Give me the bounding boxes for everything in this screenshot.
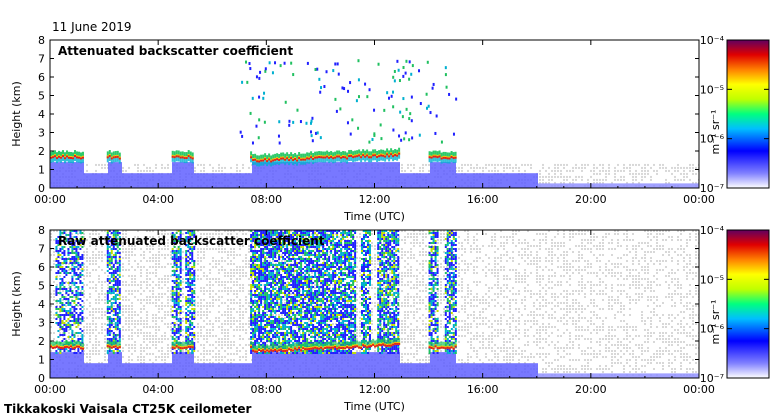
y-tick-label: 1: [38, 354, 45, 367]
attenuated-backscatter-panel: 0 1 2 3 4 5 6 7 8 00:00 04:00 08:00 12:00 16:00 20:00 0…: [10, 34, 770, 223]
x-axis-label: Time (UTC): [343, 400, 405, 413]
site-label: Tikkakoski Vaisala CT25K ceilometer: [4, 402, 252, 416]
panel-title: Attenuated backscatter coefficient: [58, 44, 293, 58]
y-tick-label: 4: [38, 298, 45, 311]
x-tick-label: 08:00: [250, 383, 282, 396]
y-tick-label: 4: [38, 108, 45, 121]
colorbar-label: m⁻¹ sr⁻¹: [709, 300, 722, 345]
heatmap-area: [50, 40, 699, 188]
raw-backscatter-panel: 0 1 2 3 4 5 6 7 8 00:00 04:00 08:00 12:00 16:00 20:00 0…: [10, 224, 770, 413]
panel-title: Raw attenuated backscatter coefficient: [58, 234, 325, 248]
y-tick-label: 8: [38, 34, 45, 47]
x-tick-label: 00:00: [683, 193, 715, 206]
x-tick-label: 08:00: [250, 193, 282, 206]
x-tick-label: 12:00: [359, 383, 391, 396]
y-tick-label: 8: [38, 224, 45, 237]
colorbar-tick-label: 10⁻⁵: [700, 273, 724, 286]
x-tick-label: 20:00: [575, 193, 607, 206]
x-tick-label: 16:00: [467, 193, 499, 206]
x-tick-label: 04:00: [142, 383, 174, 396]
date-label: 11 June 2019: [52, 20, 132, 34]
x-tick-label: 16:00: [467, 383, 499, 396]
y-tick-label: 3: [38, 127, 45, 140]
colorbar-tick-label: 10⁻⁶: [700, 133, 725, 146]
colorbar-tick-label: 10⁻⁶: [700, 323, 725, 336]
x-tick-label: 20:00: [575, 383, 607, 396]
x-tick-label: 04:00: [142, 193, 174, 206]
x-axis-label: Time (UTC): [343, 210, 405, 223]
y-tick-label: 1: [38, 164, 45, 177]
colorbar-tick-label: 10⁻⁵: [700, 83, 724, 96]
colorbar: [726, 229, 770, 379]
y-tick-label: 2: [38, 335, 45, 348]
colorbar: [726, 39, 770, 189]
y-tick-label: 6: [38, 261, 45, 274]
colorbar-tick-label: 10⁻⁴: [700, 34, 725, 47]
colorbar-tick-label: 10⁻⁷: [700, 182, 724, 195]
x-tick-label: 00:00: [34, 383, 66, 396]
colorbar-label: m⁻¹ sr⁻¹: [709, 110, 722, 155]
x-tick-label: 12:00: [359, 193, 391, 206]
y-tick-label: 2: [38, 145, 45, 158]
x-tick-label: 00:00: [683, 383, 715, 396]
y-tick-label: 3: [38, 317, 45, 330]
colorbar-tick-label: 10⁻⁴: [700, 224, 725, 237]
y-tick-label: 0: [38, 372, 45, 385]
colorbar-tick-label: 10⁻⁷: [700, 372, 724, 385]
heatmap-area: [50, 230, 699, 378]
y-tick-label: 7: [38, 53, 45, 66]
y-tick-label: 5: [38, 280, 45, 293]
y-tick-label: 0: [38, 182, 45, 195]
y-tick-label: 5: [38, 90, 45, 103]
y-axis-label: Height (km): [10, 271, 23, 337]
y-axis-label: Height (km): [10, 81, 23, 147]
y-tick-label: 7: [38, 243, 45, 256]
y-tick-label: 6: [38, 71, 45, 84]
x-tick-label: 00:00: [34, 193, 66, 206]
